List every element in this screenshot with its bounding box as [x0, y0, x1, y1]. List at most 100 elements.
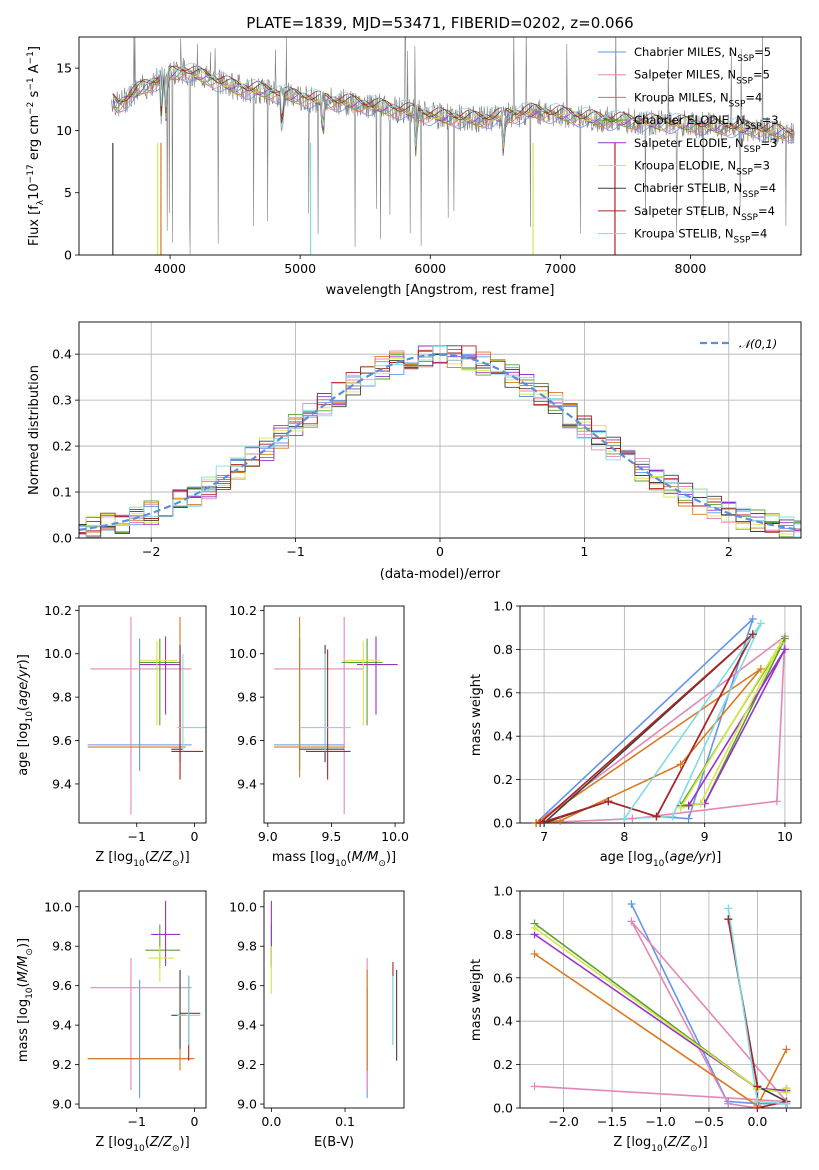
y-tick-label: 0.4	[493, 729, 513, 744]
x-tick-label: 4000	[154, 261, 186, 276]
y-tick-label: 9.6	[237, 978, 257, 993]
weight-marker-2	[530, 949, 539, 958]
y-tick-label: 9.8	[237, 939, 257, 954]
axes-1	[75, 321, 802, 542]
plot-area-5	[87, 900, 201, 1099]
axes-frame	[263, 605, 405, 824]
y-tick-label: 9.8	[237, 690, 257, 705]
axes-6	[260, 890, 405, 1112]
weight-marker-0	[748, 615, 757, 624]
y-tick-label: 5	[64, 185, 72, 200]
y-tick-label: 9.2	[52, 1057, 72, 1072]
y-tick-label: 9.0	[52, 1097, 72, 1112]
y-axis-label: age [log10(age/yr)]	[16, 654, 35, 776]
legend-label-7: Salpeter STELIB, NSSP=4	[634, 204, 775, 223]
y-tick-label: 9.4	[237, 776, 257, 791]
axes-3	[260, 605, 405, 827]
spectrum-data-line	[111, 37, 795, 255]
y-tick-label: 0.0	[493, 816, 513, 831]
y-tick-label: 0.8	[493, 642, 513, 657]
x-axis-label: Z [log10(Z/Z⊙)]	[95, 1135, 189, 1154]
model-line-5	[112, 65, 794, 149]
chart-title: PLATE=1839, MJD=53471, FIBERID=0202, z=0…	[246, 14, 633, 32]
y-tick-label: 9.8	[52, 690, 72, 705]
weight-marker-7	[748, 630, 757, 639]
x-tick-label: −1	[128, 1114, 146, 1129]
y-tick-label: 9.2	[237, 1057, 257, 1072]
plot-area-0	[111, 37, 795, 255]
x-tick-label: 9.5	[322, 829, 342, 844]
x-axis-label: age [log10(age/yr)]	[600, 850, 722, 869]
x-tick-label: 0	[190, 829, 198, 844]
plot-area-2	[87, 616, 206, 815]
y-axis-label: Flux [fλ10−17 erg cm−2 s−1 A−1]	[26, 46, 46, 246]
weight-marker-8	[753, 1097, 762, 1106]
model-line-3	[112, 68, 794, 157]
legend-label-0: Chabrier MILES, NSSP=5	[634, 45, 771, 64]
x-tick-label: 0.0	[261, 1114, 281, 1129]
gaussian-curve	[79, 353, 801, 531]
x-tick-label: 9	[701, 829, 709, 844]
weight-marker-7	[604, 797, 613, 806]
weight-marker-5	[530, 923, 539, 932]
x-tick-label: −1.5	[597, 1114, 627, 1129]
legend-label-1: Salpeter MILES, NSSP=5	[634, 68, 770, 87]
axes-frame	[78, 36, 802, 256]
y-axis-label: mass [log10(M/M⊙)]	[16, 938, 35, 1062]
x-tick-label: 7	[540, 829, 548, 844]
legend-label-8: Kroupa STELIB, NSSP=4	[634, 227, 767, 246]
y-tick-label: 10.0	[44, 646, 72, 661]
axes-2	[75, 605, 207, 827]
weight-marker-8	[782, 1099, 791, 1108]
weight-marker-7	[753, 1082, 762, 1091]
axes-4	[516, 605, 802, 827]
y-axis-label: mass weight	[469, 674, 484, 756]
weight-marker-0	[627, 900, 636, 909]
x-tick-label: −1	[128, 829, 146, 844]
weight-marker-7	[724, 915, 733, 924]
weight-marker-5	[676, 803, 685, 812]
x-tick-label: 1	[580, 544, 588, 559]
y-tick-label: 15	[56, 61, 72, 76]
legend	[598, 51, 626, 235]
x-axis-label: Z [log10(Z/Z⊙)]	[613, 1135, 707, 1154]
weight-marker-0	[684, 814, 693, 823]
y-tick-label: 9.4	[237, 1018, 257, 1033]
y-tick-label: 10.0	[229, 646, 257, 661]
weight-marker-1	[628, 814, 637, 823]
x-tick-label: 10.0	[381, 829, 409, 844]
y-tick-label: 0	[64, 248, 72, 263]
x-tick-label: −2	[142, 544, 160, 559]
legend-label-3: Chabrier ELODIE, NSSP=3	[634, 113, 779, 132]
model-line-2	[112, 71, 794, 157]
axes-7	[516, 890, 802, 1112]
y-tick-label: 9.6	[52, 978, 72, 993]
axes-frame	[78, 890, 207, 1109]
y-axis-label: Normed distribution	[27, 365, 42, 495]
x-axis-label: E(B-V)	[314, 1135, 354, 1150]
y-tick-label: 9.4	[52, 776, 72, 791]
y-axis-label: mass weight	[469, 959, 484, 1041]
x-tick-label: 0	[436, 544, 444, 559]
y-tick-label: 10.2	[44, 603, 72, 618]
x-tick-label: 10	[777, 829, 793, 844]
axes-0	[75, 36, 802, 259]
histogram-8	[79, 345, 801, 538]
x-tick-label: 8	[620, 829, 628, 844]
y-tick-label: 0.4	[52, 347, 72, 362]
axes-frame	[519, 605, 802, 824]
plot-area-6	[270, 900, 398, 1099]
weight-marker-2	[556, 816, 565, 825]
y-tick-label: 0.2	[493, 772, 513, 787]
y-tick-label: 0.8	[493, 927, 513, 942]
weight-marker-2	[782, 1045, 791, 1054]
y-tick-label: 0.6	[493, 685, 513, 700]
weight-marker-1	[627, 917, 636, 926]
x-tick-label: −1.0	[645, 1114, 675, 1129]
plot-area-1	[79, 345, 801, 538]
model-line-4	[112, 65, 794, 154]
weight-marker-7	[536, 819, 545, 827]
legend-label-6: Chabrier STELIB, NSSP=4	[634, 181, 776, 200]
y-tick-label: 1.0	[493, 599, 513, 614]
